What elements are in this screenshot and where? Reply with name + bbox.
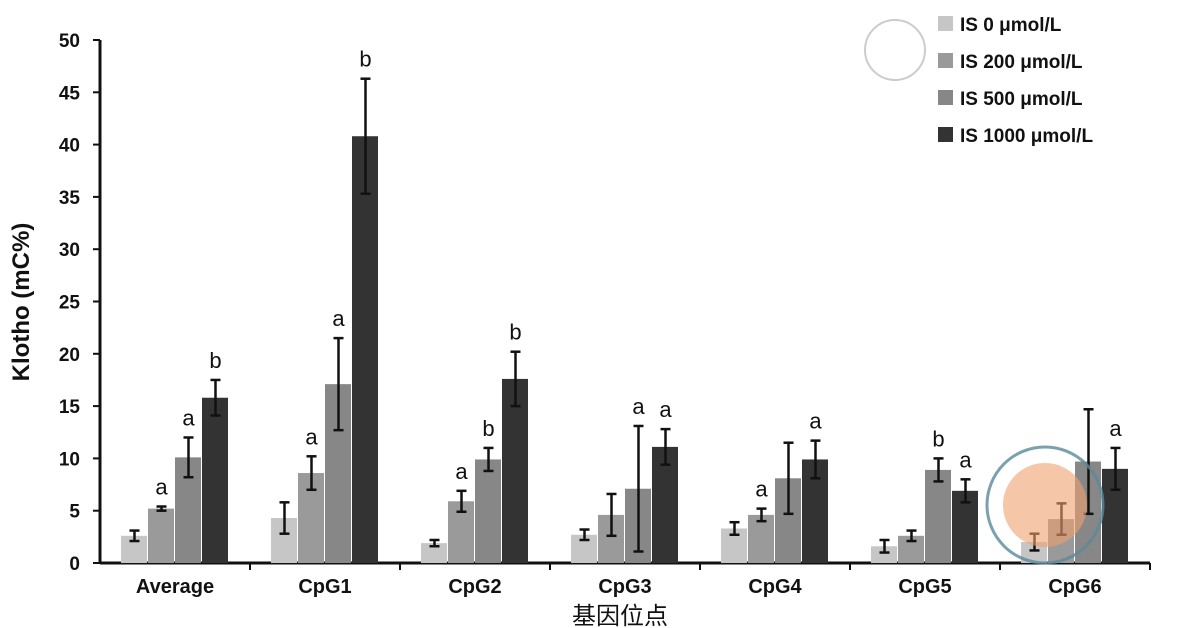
significance-label: a xyxy=(332,306,345,331)
legend-label: IS 1000 μmol/L xyxy=(960,126,1093,147)
legend-swatch xyxy=(938,90,953,105)
x-tick-label: CpG5 xyxy=(898,576,951,598)
significance-label: a xyxy=(809,409,822,434)
watermark-seal-icon xyxy=(864,19,926,81)
legend-swatch xyxy=(938,16,953,31)
bar xyxy=(871,546,897,563)
bar xyxy=(352,136,378,563)
bar xyxy=(652,446,678,563)
x-tick-label: Average xyxy=(136,576,214,598)
bar xyxy=(502,378,528,563)
legend-label: IS 0 μmol/L xyxy=(960,15,1062,36)
significance-label: a xyxy=(305,424,318,449)
y-tick-label: 25 xyxy=(59,293,81,314)
significance-label: a xyxy=(182,405,195,430)
y-tick-label: 30 xyxy=(59,240,80,261)
legend-label: IS 500 μmol/L xyxy=(960,89,1083,110)
y-tick-label: 35 xyxy=(59,188,81,209)
legend-label: IS 200 μmol/L xyxy=(960,52,1083,73)
bar xyxy=(925,469,951,563)
x-tick-label: CpG3 xyxy=(598,576,651,598)
x-tick-label: CpG2 xyxy=(448,576,501,598)
y-tick-label: 40 xyxy=(59,136,80,157)
bar xyxy=(148,508,174,563)
y-tick-label: 5 xyxy=(69,502,80,523)
significance-label: b xyxy=(482,416,494,441)
y-tick-label: 45 xyxy=(59,83,81,104)
bar xyxy=(748,514,774,563)
x-tick-label: CpG4 xyxy=(748,576,802,598)
bar xyxy=(202,397,228,563)
significance-label: a xyxy=(755,477,768,502)
watermark-seal-icon xyxy=(1003,463,1087,547)
y-tick-label: 0 xyxy=(69,554,80,575)
significance-label: b xyxy=(932,426,944,451)
y-axis-title: Klotho (mC%) xyxy=(8,222,35,382)
significance-label: b xyxy=(359,47,371,72)
significance-label: a xyxy=(455,459,468,484)
y-tick-label: 20 xyxy=(59,345,80,366)
significance-label: a xyxy=(659,397,672,422)
significance-label: a xyxy=(959,447,972,472)
y-tick-label: 10 xyxy=(59,449,80,470)
bar xyxy=(421,543,447,563)
significance-label: a xyxy=(1109,416,1122,441)
significance-label: a xyxy=(155,475,168,500)
x-axis-title: 基因位点 xyxy=(572,602,668,628)
y-tick-label: 50 xyxy=(59,31,80,52)
watermark-seal-icon xyxy=(985,445,1105,565)
significance-label: b xyxy=(209,348,221,373)
legend-swatch xyxy=(938,127,953,142)
bar xyxy=(475,459,501,563)
significance-label: a xyxy=(632,394,645,419)
bar xyxy=(1021,542,1047,563)
y-tick-label: 15 xyxy=(59,397,81,418)
x-tick-label: CpG6 xyxy=(1048,576,1101,598)
significance-label: b xyxy=(509,320,521,345)
legend-swatch xyxy=(938,53,953,68)
x-tick-label: CpG1 xyxy=(298,576,351,598)
